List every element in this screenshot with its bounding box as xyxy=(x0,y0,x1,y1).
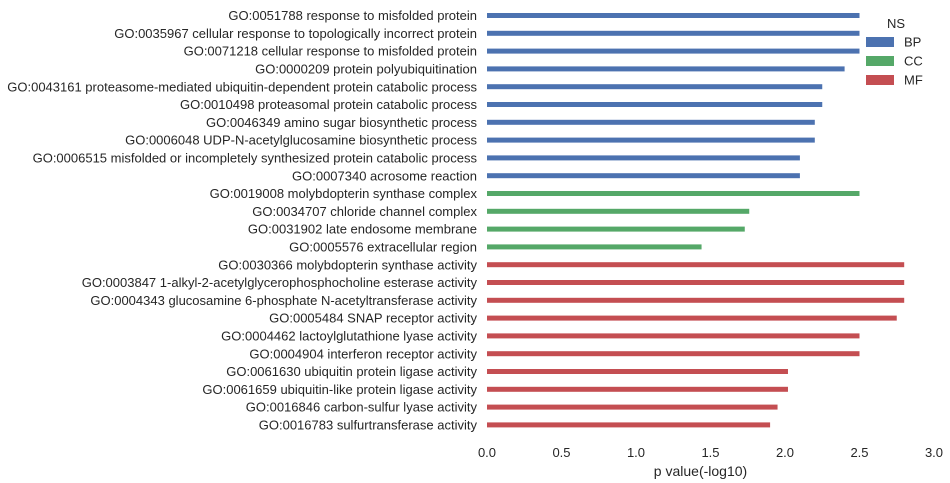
bar-cc xyxy=(487,191,860,196)
bar-mf xyxy=(487,280,905,285)
bar-mf xyxy=(487,351,860,357)
legend-title: NS xyxy=(887,16,905,31)
y-tick-label: GO:0005576 extracellular region xyxy=(289,239,477,254)
bar-bp xyxy=(487,66,845,72)
bar-cc xyxy=(487,208,750,214)
y-tick-label: GO:0006048 UDP-N-acetylglucosamine biosy… xyxy=(125,133,477,148)
bar-bp xyxy=(487,155,800,161)
bar-bp xyxy=(487,84,823,90)
y-tick-label: GO:0061659 ubiquitin-like protein ligase… xyxy=(202,382,477,397)
y-tick-label: GO:0019008 molybdopterin synthase comple… xyxy=(210,186,478,201)
bar-mf xyxy=(487,315,897,321)
y-tick-label: GO:0071218 cellular response to misfolde… xyxy=(184,44,477,59)
y-tick-label: GO:0035967 cellular response to topologi… xyxy=(114,26,477,41)
y-tick-label: GO:0007340 acrosome reaction xyxy=(292,168,477,183)
legend: NS BP CC MF xyxy=(866,16,923,88)
bars-layer xyxy=(487,13,905,428)
bar-mf xyxy=(487,297,905,303)
x-tick-label: 1.0 xyxy=(627,445,645,460)
x-tick-label: 3.0 xyxy=(925,445,943,460)
bar-bp xyxy=(487,30,860,36)
y-tick-label: GO:0010498 proteasomal protein catabolic… xyxy=(180,97,478,112)
bar-bp xyxy=(487,173,800,179)
legend-label-cc: CC xyxy=(904,54,923,69)
legend-label-mf: MF xyxy=(904,73,923,88)
y-tick-label: GO:0003847 1-alkyl-2-acetylglycerophosph… xyxy=(82,275,478,290)
y-tick-label: GO:0046349 amino sugar biosynthetic proc… xyxy=(206,115,477,130)
bar-bp xyxy=(487,13,860,18)
bar-mf xyxy=(487,333,860,339)
y-tick-label: GO:0030366 molybdopterin synthase activi… xyxy=(218,257,477,272)
y-tick-label: GO:0004904 interferon receptor activity xyxy=(249,346,477,361)
legend-label-bp: BP xyxy=(904,35,921,50)
y-tick-label: GO:0000209 protein polyubiquitination xyxy=(255,61,477,76)
bar-cc xyxy=(487,226,745,232)
y-tick-label: GO:0034707 chloride channel complex xyxy=(252,204,477,219)
y-tick-label: GO:0005484 SNAP receptor activity xyxy=(269,311,477,326)
legend-swatch-bp xyxy=(866,37,894,47)
y-tick-label: GO:0004343 glucosamine 6-phosphate N-ace… xyxy=(90,293,477,308)
y-tick-label: GO:0051788 response to misfolded protein xyxy=(228,8,477,23)
bar-mf xyxy=(487,386,788,392)
y-tick-label: GO:0004462 lactoylglutathione lyase acti… xyxy=(221,328,477,343)
bar-mf xyxy=(487,262,905,268)
y-labels-layer: GO:0051788 response to misfolded protein… xyxy=(7,8,477,432)
bar-mf xyxy=(487,369,788,374)
x-tick-label: 2.5 xyxy=(850,445,868,460)
y-tick-label: GO:0043161 proteasome-mediated ubiquitin… xyxy=(7,79,477,94)
x-tick-label: 0.0 xyxy=(478,445,496,460)
bar-bp xyxy=(487,48,860,54)
x-ticks-layer: 0.0 0.5 1.0 1.5 2.0 2.5 3.0 xyxy=(478,445,943,460)
legend-swatch-cc xyxy=(866,56,894,66)
bar-bp xyxy=(487,102,823,107)
x-tick-label: 0.5 xyxy=(552,445,570,460)
bar-bp xyxy=(487,137,815,143)
y-tick-label: GO:0061630 ubiquitin protein ligase acti… xyxy=(226,364,477,379)
bar-cc xyxy=(487,244,702,250)
x-tick-label: 2.0 xyxy=(776,445,794,460)
bar-mf xyxy=(487,422,771,428)
x-tick-label: 1.5 xyxy=(701,445,719,460)
y-tick-label: GO:0031902 late endosome membrane xyxy=(248,222,477,237)
legend-swatch-mf xyxy=(866,75,894,85)
bar-mf xyxy=(487,404,778,410)
y-tick-label: GO:0006515 misfolded or incompletely syn… xyxy=(33,150,478,165)
bar-bp xyxy=(487,119,815,125)
x-axis-label: p value(-log10) xyxy=(654,463,747,479)
y-tick-label: GO:0016783 sulfurtransferase activity xyxy=(259,417,478,432)
y-tick-label: GO:0016846 carbon-sulfur lyase activity xyxy=(246,400,478,415)
